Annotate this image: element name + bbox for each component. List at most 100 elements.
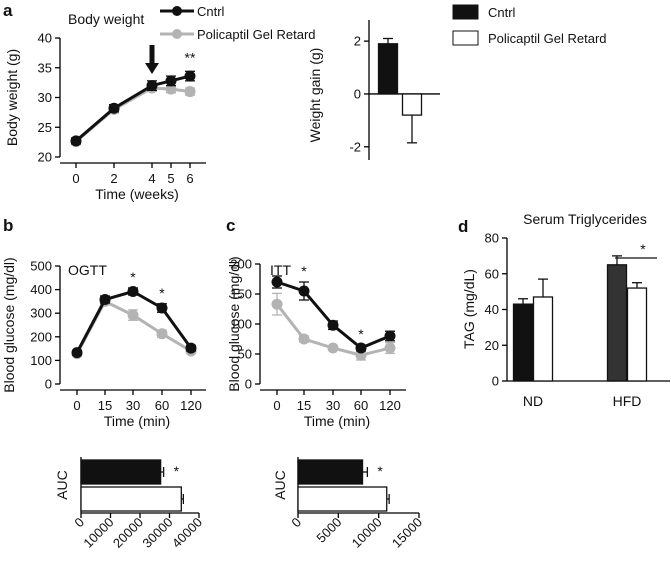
ogtt-xtick-label: 120 xyxy=(180,398,202,413)
itt-xtick-label: 15 xyxy=(297,398,311,413)
ogtt-cntrl-point xyxy=(185,342,197,354)
legend-line-treated-label: Policaptil Gel Retard xyxy=(197,27,316,42)
panel-label-a: a xyxy=(3,1,13,20)
itt-auc-xtick-label: 0 xyxy=(288,515,304,531)
itt-ytick-label: 100 xyxy=(230,317,252,332)
legend-line-cntrl-marker xyxy=(172,6,182,16)
legend-line-cntrl-label: Cntrl xyxy=(197,4,225,19)
itt-title: ITT xyxy=(270,262,291,278)
itt-auc-chart: 0 5000 10000 15000 AUC * xyxy=(272,457,425,551)
body-weight-significance: ** xyxy=(185,49,196,65)
serum-tg-chart: 0 20 40 60 80 TAG (mg/dL) Serum Triglycerides N… xyxy=(461,211,670,409)
itt-ytick-label: 150 xyxy=(230,287,252,302)
body-weight-title: Body weight xyxy=(68,11,144,27)
ogtt-cntrl-point xyxy=(156,302,168,314)
ogtt-cntrl-point xyxy=(99,294,111,306)
body-weight-cntrl-point xyxy=(184,70,196,82)
body-weight-ytick-label: 20 xyxy=(38,150,52,165)
ogtt-xtick-label: 30 xyxy=(126,398,140,413)
body-weight-xtick-label: 0 xyxy=(72,171,79,186)
body-weight-cntrl-point xyxy=(70,135,82,147)
weight-gain-bar-cntrl xyxy=(377,43,399,95)
ogtt-ytick-label: 100 xyxy=(30,353,52,368)
legend-bar-cntrl-label: Cntrl xyxy=(488,5,516,20)
ogtt-ytick-label: 500 xyxy=(30,259,52,274)
itt-auc-bar-cntrl xyxy=(297,459,364,485)
ogtt-ytick-label: 0 xyxy=(45,377,52,392)
serum-tg-group-label: ND xyxy=(523,393,543,409)
itt-xtick-label: 60 xyxy=(354,398,368,413)
weight-gain-ylabel: Weight gain (g) xyxy=(307,48,323,143)
serum-tg-bar-treated xyxy=(532,296,554,382)
body-weight-treated-point xyxy=(165,83,177,95)
ogtt-cntrl-point xyxy=(127,285,139,297)
serum-tg-significance: * xyxy=(640,241,646,257)
itt-cntrl-point xyxy=(298,285,310,297)
body-weight-xlabel: Time (weeks) xyxy=(95,186,179,202)
body-weight-ytick-label: 35 xyxy=(38,60,52,75)
serum-tg-ytick-label: 80 xyxy=(485,231,499,246)
body-weight-ytick-label: 30 xyxy=(38,90,52,105)
ogtt-auc-ylabel: AUC xyxy=(54,470,70,500)
itt-xtick-label: 30 xyxy=(326,398,340,413)
ogtt-xtick-label: 0 xyxy=(73,398,80,413)
itt-auc-xtick-label: 10000 xyxy=(349,515,385,551)
serum-tg-ytick-label: 40 xyxy=(485,302,499,317)
serum-tg-ytick-label: 20 xyxy=(485,338,499,353)
ogtt-xlabel: Time (min) xyxy=(104,413,170,429)
serum-tg-bar-treated xyxy=(626,287,648,382)
ogtt-ytick-label: 300 xyxy=(30,306,52,321)
itt-auc-significance: * xyxy=(377,463,383,479)
weight-gain-ytick-label: -2 xyxy=(349,139,361,154)
itt-ytick-label: 0 xyxy=(245,377,252,392)
ogtt-cntrl-line xyxy=(75,289,193,354)
ogtt-treated-point xyxy=(156,328,168,340)
itt-treated-point xyxy=(271,298,283,310)
panel-label-b: b xyxy=(3,216,13,235)
body-weight-ylabel: Body weight (g) xyxy=(4,49,20,146)
legend-line-treated-marker xyxy=(172,29,182,39)
ogtt-xtick-label: 60 xyxy=(155,398,169,413)
ogtt-auc-xtick-label: 0 xyxy=(71,515,87,531)
ogtt-cntrl-point xyxy=(71,347,83,359)
ogtt-xtick-label: 15 xyxy=(98,398,112,413)
itt-significance: * xyxy=(358,326,364,342)
itt-ytick-label: 50 xyxy=(238,347,252,362)
ogtt-title: OGTT xyxy=(68,262,107,278)
serum-tg-group-label: HFD xyxy=(613,393,642,409)
serum-tg-ytick-label: 0 xyxy=(492,374,499,389)
body-weight-cntrl-point xyxy=(165,75,177,87)
ogtt-auc-xtick-label: 20000 xyxy=(110,515,146,551)
itt-ytick-label: 200 xyxy=(230,257,252,272)
ogtt-auc-xtick-label: 40000 xyxy=(169,515,205,551)
ogtt-treated-point xyxy=(127,309,139,321)
ogtt-auc-bar-cntrl xyxy=(80,459,162,485)
body-weight-arrow-head xyxy=(145,63,159,74)
panel-label-d: d xyxy=(458,217,468,236)
body-weight-chart: 20 25 30 35 40 0 2 4 5 6 Time (weeks) Body weight (… xyxy=(4,11,206,202)
ogtt-chart: 0 100 200 300 400 500 0 15 30 60 120 Time (min) Bloo… xyxy=(1,257,206,429)
legend-bar-cntrl-swatch xyxy=(452,4,479,20)
legend-line-treated-label-text: Policaptil Gel Retard xyxy=(197,27,316,42)
itt-significance: * xyxy=(301,263,307,279)
itt-cntrl-point xyxy=(355,342,367,354)
body-weight-xtick-label: 5 xyxy=(167,171,174,186)
ogtt-significance: * xyxy=(159,285,165,301)
itt-treated-point xyxy=(298,333,310,345)
body-weight-cntrl-point xyxy=(146,80,158,92)
body-weight-ytick-label: 25 xyxy=(38,120,52,135)
itt-xlabel: Time (min) xyxy=(304,413,370,429)
itt-auc-ylabel: AUC xyxy=(272,470,288,500)
legend-bar-treated-swatch xyxy=(452,30,479,46)
legend-bar: Cntrl Policaptil Gel Retard xyxy=(452,4,607,46)
ogtt-auc-significance: * xyxy=(174,463,180,479)
ogtt-auc-xtick-label: 10000 xyxy=(80,515,116,551)
ogtt-ytick-label: 200 xyxy=(30,329,52,344)
body-weight-cntrl-point xyxy=(108,102,120,114)
itt-ylabel: Blood glucose (mg/dl) xyxy=(226,256,242,391)
legend-bar-treated-label: Policaptil Gel Retard xyxy=(488,31,607,46)
serum-tg-ylabel: TAG (mg/dL) xyxy=(461,269,477,349)
ogtt-auc-xtick-label: 30000 xyxy=(139,515,175,551)
